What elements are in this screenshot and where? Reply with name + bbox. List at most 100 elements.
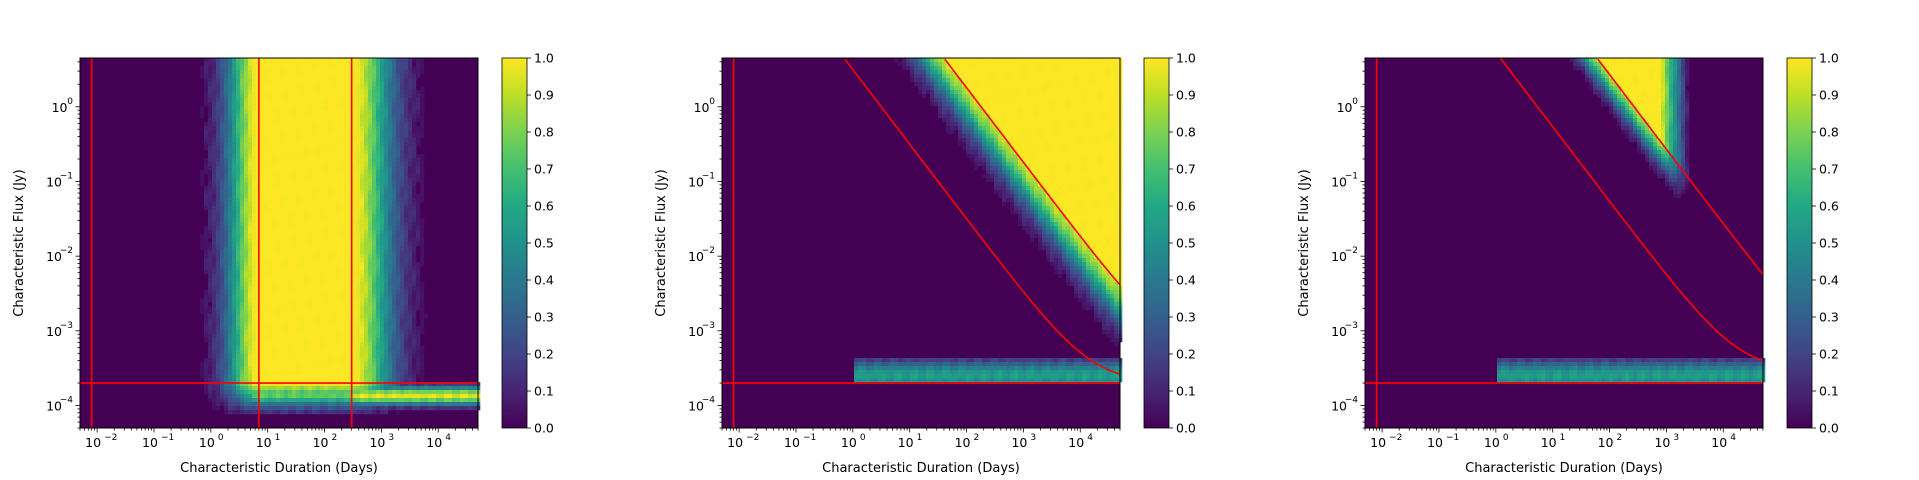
x-tick-label: 10 <box>1711 435 1727 450</box>
red-curve <box>1597 58 1764 275</box>
colorbar-tick-label: 1.0 <box>1819 51 1839 66</box>
y-tick-exponent: −2 <box>702 246 715 256</box>
x-tick-exponent: −2 <box>746 433 759 443</box>
colorbar-tick-label: 0.8 <box>1819 125 1839 140</box>
x-tick-exponent: 4 <box>1087 433 1093 443</box>
y-tick-label: 10 <box>1331 324 1347 339</box>
x-tick-exponent: 3 <box>388 433 394 443</box>
x-tick-exponent: 2 <box>974 433 980 443</box>
y-tick-exponent: 0 <box>67 97 73 107</box>
x-tick-exponent: 3 <box>1673 433 1679 443</box>
x-tick-exponent: −1 <box>803 433 816 443</box>
x-tick-label: 10 <box>142 435 158 450</box>
x-tick-label: 10 <box>256 435 272 450</box>
y-tick-label: 10 <box>46 249 62 264</box>
x-tick-exponent: 2 <box>332 433 338 443</box>
y-tick-label: 10 <box>46 399 62 414</box>
heatmap-area <box>1365 58 1766 428</box>
y-tick-exponent: −1 <box>1345 171 1358 181</box>
x-tick-label: 10 <box>1484 435 1500 450</box>
y-tick-label: 10 <box>688 324 704 339</box>
x-tick-exponent: 3 <box>1030 433 1036 443</box>
colorbar-tick-label: 0.6 <box>534 199 554 214</box>
red-curve <box>844 59 1121 375</box>
colorbar-tick-label: 0.4 <box>534 273 554 288</box>
colorbar-tick-label: 0.6 <box>1819 199 1839 214</box>
panel-1: 10 −2 10 −1 10 0 10 1 10 2 10 3 10 4 −410−310−210−110… <box>12 51 554 477</box>
x-tick-label: 10 <box>426 435 442 450</box>
x-tick-exponent: −1 <box>1446 433 1459 443</box>
colorbar-tick-label: 0.1 <box>534 384 554 399</box>
colorbar-tick-label: 0.5 <box>1819 236 1839 251</box>
x-tick-label: 10 <box>727 435 743 450</box>
x-tick-label: 10 <box>1541 435 1557 450</box>
y-tick-exponent: −3 <box>60 321 73 331</box>
x-ticks: 10 −2 10 −1 10 0 10 1 10 2 10 3 10 4 <box>79 428 479 450</box>
x-tick-label: 10 <box>1598 435 1614 450</box>
colorbar-gradient <box>1786 57 1813 429</box>
x-tick-label: 10 <box>841 435 857 450</box>
panel-2: 10 −2 10 −1 10 0 10 1 10 2 10 3 10 4 −410−310−210−110… <box>654 51 1196 477</box>
y-tick-label: 10 <box>1331 174 1347 189</box>
x-axis-label: Characteristic Duration (Days) <box>180 461 378 476</box>
colorbar: 0.0 0.1 0.2 0.3 0.4 0.5 0.6 0.7 0.8 0.9 1.0 <box>501 51 554 436</box>
x-tick-exponent: 2 <box>1617 433 1623 443</box>
x-tick-exponent: 0 <box>1503 433 1509 443</box>
y-tick-label: 10 <box>46 174 62 189</box>
x-tick-label: 10 <box>199 435 215 450</box>
colorbar-tick-label: 0.8 <box>534 125 554 140</box>
x-tick-exponent: −1 <box>161 433 174 443</box>
y-tick-exponent: −2 <box>1345 246 1358 256</box>
y-tick-exponent: −4 <box>702 396 716 406</box>
colorbar-tick-label: 0.2 <box>1819 347 1839 362</box>
y-tick-exponent: 0 <box>1352 97 1358 107</box>
x-tick-label: 10 <box>313 435 329 450</box>
colorbar-tick-label: 0.9 <box>534 88 554 103</box>
colorbar-tick-label: 0.9 <box>1819 88 1839 103</box>
y-axis-label: Characteristic Flux (Jy) <box>654 169 669 316</box>
y-tick-label: 10 <box>46 324 62 339</box>
y-axis-label: Characteristic Flux (Jy) <box>1297 169 1312 316</box>
colorbar-tick-label: 0.3 <box>1176 310 1196 325</box>
colorbar-tick-label: 0.1 <box>1176 384 1196 399</box>
red-lines <box>722 58 1121 428</box>
colorbar: 0.0 0.1 0.2 0.3 0.4 0.5 0.6 0.7 0.8 0.9 1.0 <box>1143 51 1196 436</box>
x-tick-label: 10 <box>784 435 800 450</box>
x-tick-exponent: −2 <box>1389 433 1402 443</box>
colorbar-tick-label: 0.4 <box>1176 273 1196 288</box>
y-axis-label: Characteristic Flux (Jy) <box>12 169 27 316</box>
colorbar-tick-label: 0.1 <box>1819 384 1839 399</box>
x-tick-exponent: 0 <box>218 433 224 443</box>
colorbar-tick-label: 0.2 <box>534 347 554 362</box>
y-tick-label: 10 <box>694 100 710 115</box>
y-tick-exponent: −4 <box>1345 396 1359 406</box>
colorbar-tick-label: 1.0 <box>1176 51 1196 66</box>
colorbar-tick-label: 0.5 <box>1176 236 1196 251</box>
x-tick-exponent: 1 <box>917 433 923 443</box>
colorbar-tick-label: 0.6 <box>1176 199 1196 214</box>
x-tick-label: 10 <box>955 435 971 450</box>
y-tick-exponent: −1 <box>702 171 715 181</box>
heatmap-area <box>80 58 481 428</box>
y-tick-label: 10 <box>688 249 704 264</box>
red-lines <box>80 58 478 428</box>
colorbar-tick-label: 0.0 <box>534 421 554 436</box>
colorbar-tick-label: 0.9 <box>1176 88 1196 103</box>
y-tick-exponent: 0 <box>709 97 715 107</box>
y-tick-label: 10 <box>688 174 704 189</box>
x-tick-label: 10 <box>1427 435 1443 450</box>
colorbar-tick-label: 0.0 <box>1176 421 1196 436</box>
colorbar-gradient <box>1143 57 1170 429</box>
colorbar-tick-label: 0.7 <box>1819 162 1839 177</box>
colorbar-gradient <box>501 57 528 429</box>
colorbar-tick-label: 0.8 <box>1176 125 1196 140</box>
colorbar-tick-label: 0.3 <box>1819 310 1839 325</box>
y-tick-label: 10 <box>688 399 704 414</box>
colorbar: 0.0 0.1 0.2 0.3 0.4 0.5 0.6 0.7 0.8 0.9 1.0 <box>1786 51 1839 436</box>
colorbar-tick-label: 0.0 <box>1819 421 1839 436</box>
x-tick-label: 10 <box>1068 435 1084 450</box>
x-ticks: 10 −2 10 −1 10 0 10 1 10 2 10 3 10 4 <box>721 428 1121 450</box>
